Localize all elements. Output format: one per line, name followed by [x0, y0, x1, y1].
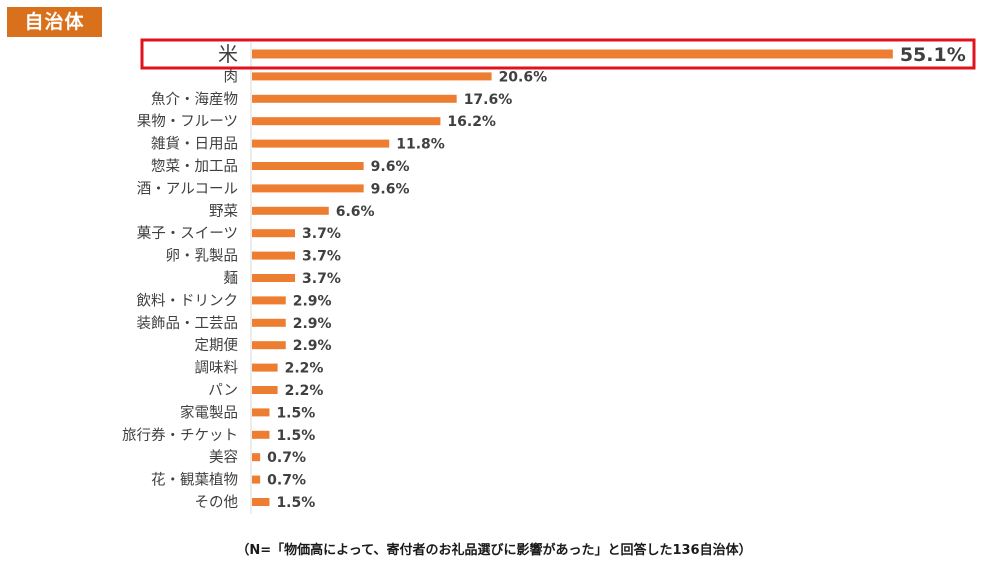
- value-label-3: 16.2%: [447, 114, 496, 130]
- value-label-1: 20.6%: [499, 69, 548, 85]
- bar-0: [252, 49, 893, 59]
- bar-1: [252, 72, 492, 81]
- highlight-box: [140, 38, 976, 70]
- value-label-15: 2.2%: [285, 383, 324, 399]
- bar-19: [252, 475, 261, 484]
- value-label-0: 55.1%: [900, 44, 966, 66]
- footnote: （N=「物価高によって、寄付者のお礼品選びに影響があった」と回答した136自治体…: [236, 543, 752, 558]
- category-label-16: 家電製品: [180, 404, 238, 421]
- category-label-4: 雑貨・日用品: [151, 136, 238, 153]
- category-label-13: 定期便: [195, 337, 239, 354]
- category-label-5: 惣菜・加工品: [151, 158, 238, 175]
- value-label-2: 17.6%: [464, 92, 513, 108]
- category-label-0: 米: [218, 42, 238, 66]
- bar-chart: 米 55.1% 肉 20.6% 魚介・海産物 17.6% 果物・フルーツ 16.2% 雑貨・日用…: [122, 38, 976, 514]
- category-label-3: 果物・フルーツ: [137, 113, 238, 130]
- bars-group: 米 55.1% 肉 20.6% 魚介・海産物 17.6% 果物・フルーツ 16.2% 雑貨・日用…: [122, 42, 966, 511]
- category-label-9: 卵・乳製品: [166, 248, 239, 265]
- bar-15: [252, 386, 278, 394]
- value-label-9: 3.7%: [302, 249, 341, 265]
- category-label-1: 肉: [224, 68, 239, 85]
- category-label-7: 野菜: [209, 203, 238, 220]
- value-label-10: 3.7%: [302, 271, 341, 287]
- bar-10: [252, 274, 296, 282]
- value-label-11: 2.9%: [293, 293, 332, 309]
- value-label-13: 2.9%: [293, 338, 332, 354]
- value-label-5: 9.6%: [371, 159, 410, 175]
- bar-2: [252, 94, 457, 103]
- bar-8: [252, 229, 296, 238]
- value-label-12: 2.9%: [293, 316, 332, 332]
- category-label-15: パン: [208, 382, 238, 399]
- category-label-12: 装飾品・工芸品: [137, 315, 239, 332]
- category-label-20: その他: [195, 494, 239, 511]
- bar-3: [252, 117, 441, 126]
- category-label-6: 酒・アルコール: [137, 180, 238, 197]
- value-label-4: 11.8%: [396, 137, 445, 153]
- category-label-2: 魚介・海産物: [151, 91, 238, 108]
- value-label-7: 6.6%: [336, 204, 375, 220]
- category-label-14: 調味料: [195, 360, 239, 377]
- category-label-8: 菓子・スイーツ: [137, 225, 238, 242]
- bar-6: [252, 184, 364, 193]
- bar-12: [252, 318, 286, 327]
- bar-13: [252, 341, 286, 350]
- bar-5: [252, 162, 364, 170]
- category-label-17: 旅行券・チケット: [122, 427, 238, 444]
- value-label-14: 2.2%: [285, 361, 324, 377]
- value-label-19: 0.7%: [267, 473, 306, 489]
- value-label-8: 3.7%: [302, 226, 341, 242]
- bar-16: [252, 408, 270, 417]
- category-label-11: 飲料・ドリンク: [137, 292, 239, 309]
- bar-7: [252, 206, 329, 215]
- bar-9: [252, 251, 296, 260]
- bar-20: [252, 498, 270, 506]
- value-label-17: 1.5%: [276, 428, 315, 444]
- bar-17: [252, 430, 270, 439]
- bar-11: [252, 296, 286, 305]
- bar-18: [252, 453, 261, 462]
- category-label-10: 麺: [224, 270, 239, 287]
- category-label-18: 美容: [209, 449, 238, 466]
- value-label-16: 1.5%: [276, 405, 315, 421]
- bar-14: [252, 363, 278, 372]
- bar-4: [252, 139, 390, 148]
- value-label-18: 0.7%: [267, 450, 306, 466]
- category-label-19: 花・観葉植物: [151, 472, 238, 489]
- category-badge: 自治体: [7, 7, 102, 37]
- value-label-20: 1.5%: [276, 495, 315, 511]
- value-label-6: 9.6%: [371, 181, 410, 197]
